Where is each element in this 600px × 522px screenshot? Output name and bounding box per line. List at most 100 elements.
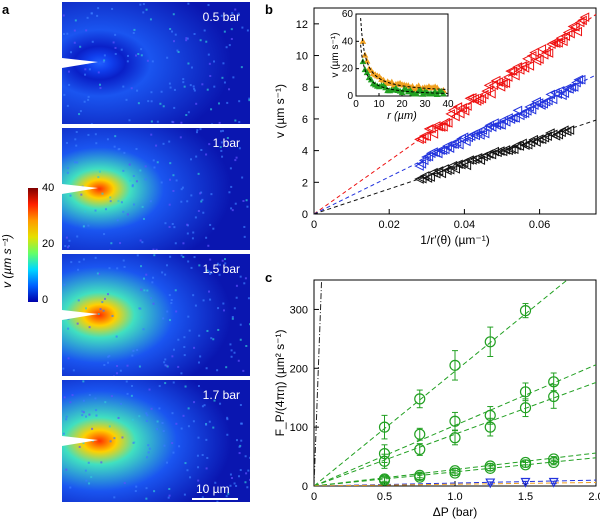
y-tick-label: 6 [302, 114, 308, 126]
data-point [508, 144, 519, 155]
panel-c-letter: c [265, 270, 273, 285]
inset-y-tick-label: 20 [342, 64, 354, 75]
data-point [507, 112, 518, 123]
data-point [519, 108, 530, 118]
data-point [423, 124, 434, 134]
chart-c: 0 0.5 1.0 1.5 2.0 0 100 200 300 ΔP (bar) F_P/(4πη)… [273, 279, 600, 519]
data-point [436, 168, 447, 179]
data-point [496, 120, 506, 130]
data-point [542, 131, 552, 142]
data-point [483, 149, 494, 159]
inset-x-tick-label: 20 [396, 99, 408, 110]
data-point [414, 161, 424, 171]
data-point [414, 393, 426, 405]
data-point [442, 165, 452, 176]
data-point [519, 402, 532, 414]
data-point [574, 17, 585, 28]
x-tick-label: 0.02 [378, 219, 399, 231]
data-point [450, 164, 460, 174]
data-point [418, 131, 429, 141]
pipette [62, 436, 98, 446]
data-point [500, 78, 511, 88]
data-point [538, 99, 548, 109]
data-point [444, 143, 455, 154]
data-point [484, 336, 496, 348]
data-point [536, 44, 547, 54]
data-point [558, 36, 568, 47]
velocity-map-tile: 1 bar [62, 128, 250, 250]
tile-heat [62, 128, 250, 250]
data-point [567, 21, 578, 32]
data-point [459, 106, 470, 116]
inset-fit-green [360, 44, 449, 94]
data-point [449, 432, 461, 444]
x-tick-label: 1.5 [518, 491, 533, 503]
data-point [488, 80, 499, 91]
y-tick-label: 200 [290, 363, 308, 375]
data-point [378, 421, 391, 433]
x-tick-label: 0.04 [454, 219, 475, 231]
panel-b-letter: b [265, 2, 273, 17]
data-point [414, 174, 424, 184]
data-point [543, 95, 553, 106]
data-point [461, 136, 471, 147]
velocity-map-tile: 0.5 bar [62, 2, 250, 124]
data-point [568, 82, 579, 92]
y-tick-label: 8 [302, 82, 308, 94]
data-point [454, 108, 465, 119]
pipette [62, 310, 98, 320]
data-point [529, 47, 539, 58]
data-point [464, 93, 475, 104]
data-point [416, 159, 427, 169]
colorbar-tick-40: 40 [42, 182, 55, 194]
data-point [449, 415, 461, 427]
data-point [435, 122, 446, 132]
data-point [498, 78, 508, 89]
data-point [507, 66, 518, 76]
panel-a-letter: a [2, 2, 10, 17]
y-tick-label: 10 [296, 51, 308, 63]
data-point [421, 131, 431, 142]
data-point [519, 386, 532, 398]
data-point [519, 459, 532, 471]
inset-x-tick-label: 40 [442, 99, 454, 110]
data-point [462, 101, 472, 111]
velocity-map-tile: 1.7 bar [62, 380, 250, 502]
data-point [557, 90, 567, 101]
data-point [378, 474, 391, 486]
y-tick-label: 0 [302, 481, 308, 493]
data-point [421, 152, 431, 162]
data-point [450, 111, 460, 122]
inset-x-tick-label: 10 [373, 99, 385, 110]
colorbar [28, 188, 38, 302]
data-point [526, 104, 537, 115]
pipette [62, 58, 98, 68]
x-axis-label: 1/r′(θ) (µm⁻¹) [420, 233, 490, 247]
data-point [440, 117, 451, 128]
data-point [452, 102, 463, 112]
data-point [579, 12, 590, 23]
data-point [566, 82, 577, 93]
data-point [533, 98, 544, 108]
data-point [548, 37, 559, 48]
data-point [449, 359, 461, 371]
data-point [433, 121, 443, 132]
x-tick-label: 0 [311, 491, 317, 503]
data-point [519, 305, 532, 317]
data-point [511, 140, 522, 151]
x-tick-label: 0.06 [529, 219, 550, 231]
y-tick-label: 100 [290, 422, 308, 434]
data-point [506, 144, 516, 155]
data-point [484, 462, 496, 474]
data-point [461, 160, 472, 171]
y-tick-label: 12 [296, 19, 308, 31]
data-point [465, 131, 476, 142]
data-point [476, 93, 487, 104]
fit-line-orange-line [314, 481, 596, 486]
data-point [449, 139, 459, 149]
data-point [449, 467, 461, 479]
data-point [543, 48, 554, 58]
data-point [548, 390, 560, 403]
data-point [475, 155, 486, 165]
y-tick-label: 4 [302, 146, 308, 158]
